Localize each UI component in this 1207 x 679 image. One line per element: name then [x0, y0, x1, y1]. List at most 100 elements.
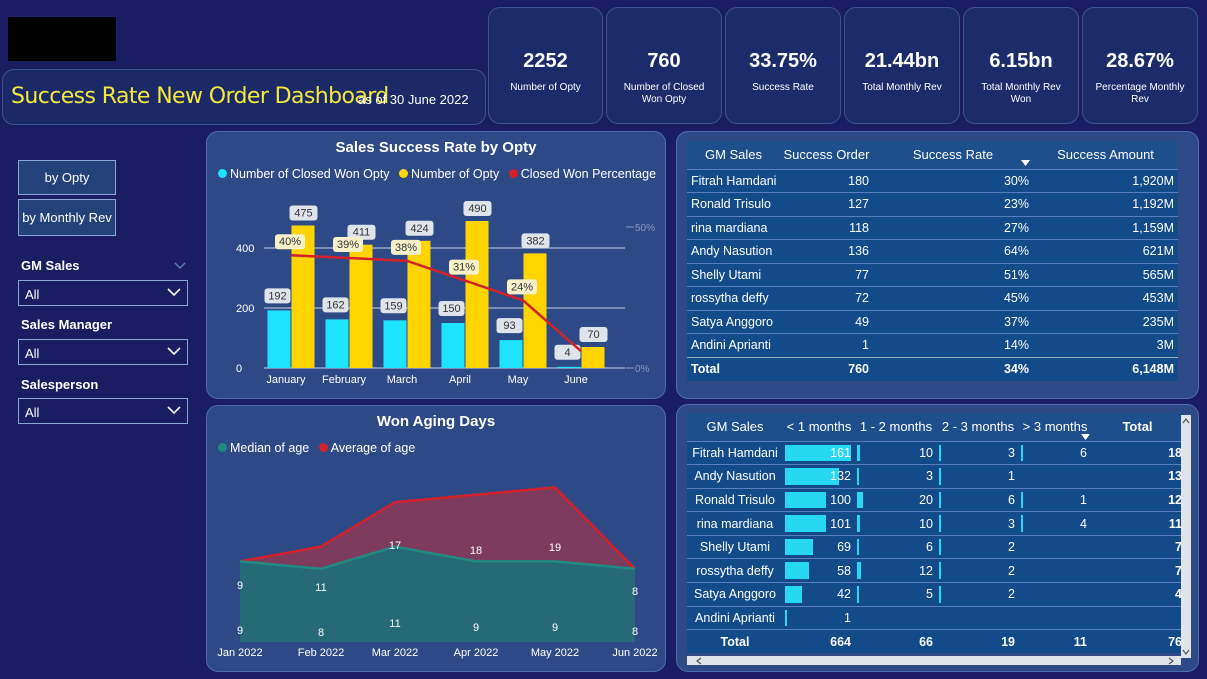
row-value-cell: 23% [873, 192, 1033, 216]
scroll-right-icon[interactable] [1167, 657, 1175, 665]
bar-number-of-opty[interactable] [407, 240, 431, 368]
by-opty-button[interactable]: by Opty [18, 160, 116, 195]
bar-number-of-opty[interactable] [581, 347, 605, 368]
cell-value: Shelly Utami [699, 540, 771, 555]
table-row[interactable]: Shelly Utami 69 6 2 7 [687, 534, 1184, 559]
sort-desc-icon[interactable] [1081, 433, 1091, 441]
column-header[interactable]: Success Amount [1021, 141, 1178, 169]
column-header[interactable]: Success Rate [873, 141, 1033, 169]
x-tick-label: May [508, 374, 529, 386]
column-header[interactable]: Total [1091, 413, 1184, 441]
salesperson-dropdown[interactable]: All [18, 398, 188, 424]
data-label-closed-won: 162 [322, 297, 349, 313]
gm-sales-dropdown[interactable]: All [18, 280, 188, 306]
table-row[interactable]: Andini Aprianti 1 14% 3M [687, 333, 1178, 357]
row-value-cell: 10 [855, 440, 937, 465]
cell-value: Andini Aprianti [695, 610, 775, 625]
column-header[interactable]: 1 - 2 months [855, 413, 937, 441]
bar-closed-won[interactable] [557, 366, 581, 368]
table-row[interactable]: Andy Nasution 132 3 1 13 [687, 464, 1184, 489]
chart-legend: Number of Closed Won Opty Number of Opty… [218, 167, 662, 181]
bar-number-of-opty[interactable] [291, 225, 315, 369]
redacted-logo [8, 17, 116, 61]
table-row[interactable]: Fitrah Hamdani 161 10 3 6 18 [687, 440, 1184, 465]
data-label-opty: 424 [405, 220, 434, 236]
data-label-median: 9 [237, 625, 243, 637]
column-header[interactable]: GM Sales [687, 413, 783, 441]
scroll-down-icon[interactable] [1182, 648, 1190, 656]
row-value-cell: 3 [937, 440, 1019, 465]
table-row[interactable]: Andy Nasution 136 64% 621M [687, 239, 1178, 263]
data-label-percentage: 38% [391, 239, 421, 255]
legend-label: Median of age [230, 441, 310, 455]
table-row[interactable]: Satya Anggoro 49 37% 235M [687, 309, 1178, 334]
row-value-cell: 14% [873, 333, 1033, 357]
row-value-cell: 12 [855, 558, 937, 583]
data-bar [939, 515, 941, 532]
bar-number-of-opty[interactable] [465, 221, 489, 368]
scroll-up-icon[interactable] [1182, 417, 1190, 425]
scroll-left-icon[interactable] [695, 657, 703, 665]
row-name-cell: rina mardiana [687, 215, 780, 240]
table-row[interactable]: Fitrah Hamdani 180 30% 1,920M [687, 168, 1178, 193]
horizontal-scrollbar[interactable] [687, 656, 1181, 665]
line-closed-won-percentage[interactable] [290, 253, 582, 353]
table-row[interactable]: Andini Aprianti 1 [687, 605, 1184, 630]
bar-closed-won[interactable] [441, 323, 465, 368]
table-row[interactable]: rossytha deffy 72 45% 453M [687, 286, 1178, 310]
table-row[interactable]: Satya Anggoro 42 5 2 4 [687, 582, 1184, 607]
bar-closed-won[interactable] [325, 319, 349, 368]
cell-value: 101 [830, 516, 851, 531]
total-cell: 76 [1091, 629, 1184, 654]
cell-value: 132 [830, 469, 851, 484]
row-name-cell: rossytha deffy [687, 286, 780, 310]
table-row[interactable]: rossytha deffy 58 12 2 7 [687, 558, 1184, 583]
sort-desc-icon[interactable] [1021, 159, 1031, 167]
column-header[interactable]: GM Sales [687, 141, 780, 169]
data-label-percentage: 31% [449, 259, 479, 275]
page-subtitle: as of 30 June 2022 [358, 92, 469, 107]
table-row[interactable]: rina mardiana 101 10 3 4 11 [687, 511, 1184, 536]
kpi-closed-won-opty: 760 Number of Closed Won Opty [606, 7, 722, 124]
line-average-of-age[interactable] [239, 486, 636, 570]
svg-text:31%: 31% [453, 262, 475, 274]
data-label-median: 8 [632, 626, 638, 638]
x-tick-label: January [266, 374, 306, 386]
vertical-scrollbar[interactable] [1181, 415, 1191, 658]
table-row[interactable]: Shelly Utami 77 51% 565M [687, 262, 1178, 287]
slicer-collapse-icon[interactable] [173, 261, 187, 271]
sales-manager-dropdown[interactable]: All [18, 339, 188, 365]
cell-value: 6 [1008, 492, 1015, 507]
svg-text:70: 70 [587, 329, 599, 341]
column-header[interactable]: Success Order [780, 141, 873, 169]
bar-number-of-opty[interactable] [349, 244, 373, 368]
row-value-cell [1091, 605, 1184, 630]
row-value-cell [1019, 582, 1091, 607]
column-header[interactable]: 2 - 3 months [937, 413, 1019, 441]
line-median-of-age[interactable] [239, 545, 636, 571]
data-bar [857, 444, 860, 462]
row-value-cell: 7 [1091, 558, 1184, 583]
row-value-cell: 69 [783, 534, 855, 559]
table-row[interactable]: Ronald Trisulo 127 23% 1,192M [687, 192, 1178, 216]
chevron-down-icon [167, 406, 181, 415]
row-value-cell: 27% [873, 215, 1033, 240]
total-cell: 11 [1019, 629, 1091, 654]
cell-value: 1 [1080, 492, 1087, 507]
by-monthly-rev-button[interactable]: by Monthly Rev [18, 199, 116, 236]
bar-closed-won[interactable] [499, 340, 523, 368]
row-value-cell: 180 [780, 168, 873, 193]
cell-value: 161 [830, 445, 851, 460]
row-name-cell: Fitrah Hamdani [687, 168, 780, 193]
column-header[interactable]: > 3 months [1019, 413, 1091, 441]
bar-closed-won[interactable] [267, 310, 291, 368]
y2-tick-label: 50% [635, 223, 655, 234]
bar-closed-won[interactable] [383, 320, 407, 368]
data-label-closed-won: 150 [438, 301, 465, 316]
data-label-median: 8 [318, 627, 324, 639]
area-median-of-age[interactable] [240, 546, 635, 642]
table-row[interactable]: Ronald Trisulo 100 20 6 1 12 [687, 487, 1184, 512]
slicer-title-gm-sales: GM Sales [21, 258, 80, 273]
column-header[interactable]: < 1 months [783, 413, 855, 441]
table-row[interactable]: rina mardiana 118 27% 1,159M [687, 215, 1178, 240]
